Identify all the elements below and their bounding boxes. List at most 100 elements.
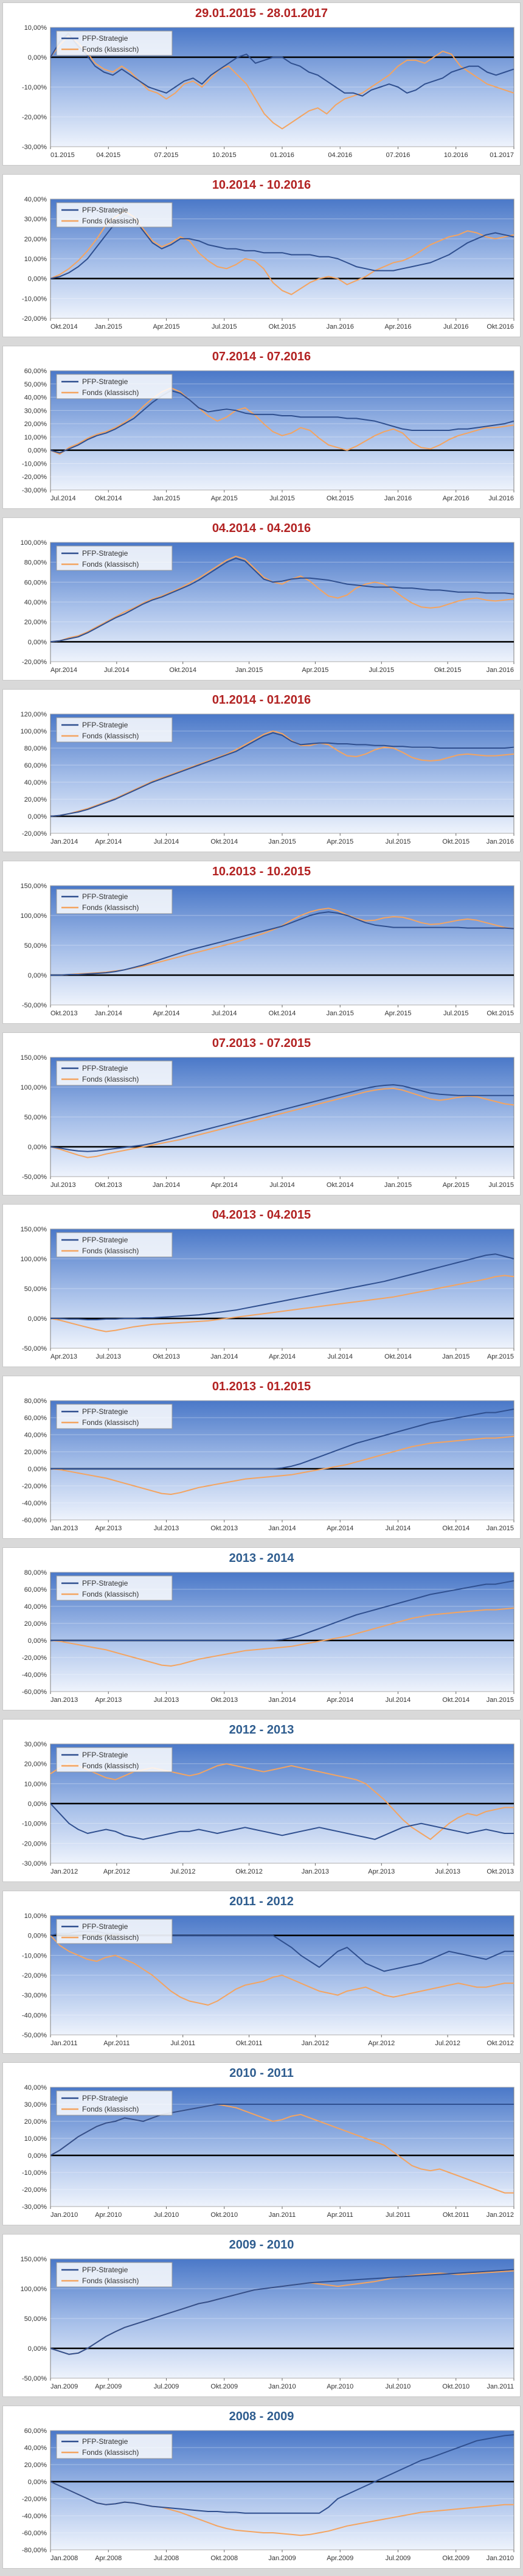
x-tick-label: Jan.2015 <box>153 495 180 502</box>
y-tick-label: -40,00% <box>22 2012 47 2019</box>
series-line-fund <box>50 730 514 817</box>
line-chart: 150,00% 100,00% 50,00% 0,00% -50,00%Jul.2013… <box>21 1054 514 1189</box>
x-tick-label: 04.2015 <box>96 152 120 159</box>
series-line-fund <box>50 1088 514 1158</box>
y-tick-label: 0,00% <box>28 2345 47 2353</box>
y-tick-label: -20,00% <box>22 659 47 666</box>
x-tick-label: Okt.2014 <box>442 1696 469 1704</box>
chart-panel: 2012 - 2013 30,00% 20,00% 10,00% 0,00% -10,00… <box>2 1719 521 1882</box>
legend-box <box>56 1919 173 1944</box>
series-line-fund <box>50 1435 514 1495</box>
y-tick-label: 60,00% <box>24 2427 47 2435</box>
y-tick-label: -10,00% <box>22 84 47 91</box>
y-tick-label: 60,00% <box>24 1586 47 1594</box>
y-tick-label: 40,00% <box>24 196 47 203</box>
y-tick-label: 20,00% <box>24 2462 47 2469</box>
legend-label-strategy: PFP-Strategie <box>82 721 128 729</box>
series-line-fund <box>50 387 514 455</box>
chart-panel: 2010 - 2011 40,00% 30,00% 20,00% 10,00% 0,00%… <box>2 2062 521 2225</box>
chart-panel: 2013 - 2014 80,00% 60,00% 40,00% 20,00% 0,00%… <box>2 1547 521 1710</box>
x-tick-label: Jan.2012 <box>50 1868 78 1875</box>
y-tick-label: 150,00% <box>21 883 47 890</box>
x-tick-label: Jan.2011 <box>50 2040 77 2047</box>
legend-label-fund: Fonds (klassisch) <box>82 1247 139 1255</box>
y-tick-label: 20,00% <box>24 2118 47 2126</box>
y-tick-label: -20,00% <box>22 1840 47 1847</box>
x-tick-label: Jul.2016 <box>488 495 514 502</box>
y-tick-label: 20,00% <box>24 796 47 803</box>
chart-title: 07.2014 - 07.2016 <box>212 350 311 363</box>
x-tick-label: Okt.2013 <box>210 1696 238 1704</box>
y-tick-label: 10,00% <box>24 256 47 263</box>
y-tick-label: 60,00% <box>24 762 47 769</box>
x-tick-label: Apr.2010 <box>327 2383 353 2390</box>
series-line-strategy <box>50 1580 514 1641</box>
legend-label-strategy: PFP-Strategie <box>82 34 128 43</box>
x-tick-label: 07.2015 <box>154 152 179 159</box>
chart-title: 10.2014 - 10.2016 <box>212 178 311 192</box>
y-tick-label: -10,00% <box>22 2169 47 2177</box>
y-tick-label: 60,00% <box>24 579 47 586</box>
x-tick-label: Jul.2016 <box>443 323 469 331</box>
x-tick-label: Okt.2015 <box>434 667 462 674</box>
y-tick-label: 150,00% <box>21 1054 47 1062</box>
chart-title: 01.2013 - 01.2015 <box>212 1380 311 1393</box>
y-tick-label: -10,00% <box>22 460 47 467</box>
series-line-strategy <box>50 2104 514 2156</box>
chart-title: 2012 - 2013 <box>229 1723 294 1737</box>
x-tick-label: Okt.2013 <box>95 1181 122 1189</box>
y-tick-label: 10,00% <box>24 1913 47 1920</box>
x-tick-label: Jul.2014 <box>386 1696 411 1704</box>
x-tick-label: 01.2016 <box>270 152 294 159</box>
legend-label-fund: Fonds (klassisch) <box>82 903 139 912</box>
x-tick-label: Jan.2015 <box>487 1525 514 1532</box>
y-tick-label: -20,00% <box>22 2186 47 2194</box>
x-tick-label: Jul.2015 <box>212 323 237 331</box>
y-tick-label: 80,00% <box>24 1569 47 1577</box>
legend-label-fund: Fonds (klassisch) <box>82 217 139 225</box>
legend-box <box>56 1404 173 1429</box>
x-tick-label: Apr.2013 <box>368 1868 395 1875</box>
x-tick-label: Apr.2014 <box>269 1353 296 1360</box>
line-chart: 80,00% 60,00% 40,00% 20,00% 0,00% -20,00% -40,… <box>22 1569 514 1704</box>
x-tick-label: Jan.2015 <box>487 1696 514 1704</box>
legend-label-strategy: PFP-Strategie <box>82 1751 128 1759</box>
y-tick-label: 60,00% <box>24 368 47 375</box>
y-tick-label: 40,00% <box>24 779 47 786</box>
series-line-strategy <box>50 911 514 976</box>
x-tick-label: Jul.2013 <box>154 1525 179 1532</box>
y-tick-label: -40,00% <box>22 1500 47 1507</box>
chart-title: 2010 - 2011 <box>229 2067 294 2080</box>
x-tick-label: Jan.2014 <box>268 1696 296 1704</box>
x-tick-label: Jul.2014 <box>269 1181 295 1189</box>
chart-panel: 07.2014 - 07.2016 60,00% 50,00% 40,00% 30,00… <box>2 346 521 509</box>
y-tick-label: -20,00% <box>22 1972 47 1979</box>
legend-box <box>56 202 173 228</box>
legend-box <box>56 2090 173 2116</box>
x-tick-label: Jan.2015 <box>384 1181 412 1189</box>
y-tick-label: -30,00% <box>22 2203 47 2211</box>
y-tick-label: 0,00% <box>28 1144 47 1151</box>
x-tick-label: Okt.2014 <box>210 838 238 845</box>
y-tick-label: -20,00% <box>22 114 47 121</box>
y-tick-label: 30,00% <box>24 2101 47 2109</box>
legend-label-fund: Fonds (klassisch) <box>82 388 139 397</box>
x-tick-label: Okt.2014 <box>442 1525 469 1532</box>
y-tick-label: 50,00% <box>24 381 47 388</box>
x-tick-label: Jul.2014 <box>386 1525 411 1532</box>
x-tick-label: Apr.2009 <box>95 2383 122 2390</box>
legend-box <box>56 1575 173 1601</box>
x-tick-label: Apr.2012 <box>103 1868 130 1875</box>
x-tick-label: Jan.2013 <box>302 1868 329 1875</box>
x-tick-label: Okt.2015 <box>487 1010 514 1017</box>
x-tick-label: Okt.2012 <box>235 1868 263 1875</box>
chart-title: 07.2013 - 07.2015 <box>212 1037 311 1050</box>
x-tick-label: Apr.2015 <box>327 838 353 845</box>
x-tick-label: Apr.2013 <box>95 1525 122 1532</box>
legend-box <box>56 30 173 56</box>
legend-label-fund: Fonds (klassisch) <box>82 45 139 54</box>
y-tick-label: 100,00% <box>21 912 47 920</box>
chart-panel: 01.2013 - 01.2015 80,00% 60,00% 40,00% 20,00… <box>2 1376 521 1539</box>
x-tick-label: Jan.2009 <box>268 2555 296 2562</box>
legend-label-strategy: PFP-Strategie <box>82 892 128 901</box>
